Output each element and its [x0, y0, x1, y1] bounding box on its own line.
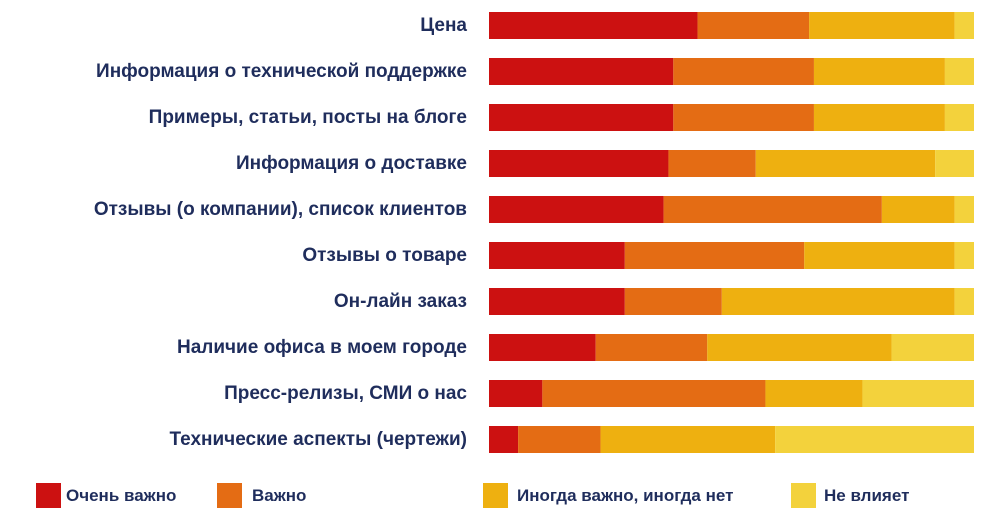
bar-segment-3-row-5	[881, 196, 955, 223]
bar-segment-3-row-8	[707, 334, 892, 361]
bar-segment-4-row-6	[954, 242, 974, 269]
category-label: Цена	[420, 15, 467, 36]
legend: Очень важно Важно Иногда важно, иногда нет…	[36, 483, 909, 508]
legend-swatch-1	[36, 483, 61, 508]
bar-segment-2-row-1	[697, 12, 810, 39]
bar-segment-1-row-8	[489, 334, 596, 361]
category-label: Информация о доставке	[236, 153, 467, 174]
bar-segment-4-row-9	[862, 380, 974, 407]
bar-segment-3-row-6	[804, 242, 955, 269]
legend-label-1: Очень важно	[66, 486, 176, 505]
bar-segment-2-row-2	[673, 58, 814, 85]
bar-segment-3-row-9	[765, 380, 863, 407]
bar-segment-3-row-3	[813, 104, 945, 131]
bar-segment-3-row-10	[600, 426, 776, 453]
category-label: Он-лайн заказ	[334, 291, 467, 312]
category-label: Информация о технической поддержке	[96, 61, 467, 82]
category-label: Отзывы (о компании), список клиентов	[94, 199, 467, 220]
legend-label-2: Важно	[252, 486, 306, 505]
bar-segment-1-row-3	[489, 104, 674, 131]
bar-segment-4-row-2	[944, 58, 974, 85]
legend-label-4: Не влияет	[824, 486, 909, 505]
category-label: Пресс-релизы, СМИ о нас	[224, 383, 467, 404]
bar-segment-2-row-10	[518, 426, 601, 453]
legend-label-3: Иногда важно, иногда нет	[517, 486, 733, 505]
bar-segment-4-row-5	[954, 196, 974, 223]
legend-swatch-4	[791, 483, 816, 508]
category-label: Примеры, статьи, посты на блоге	[149, 107, 467, 128]
bar-segment-2-row-3	[673, 104, 814, 131]
bar-segment-3-row-7	[721, 288, 955, 315]
bar-segment-4-row-7	[954, 288, 974, 315]
bar-segment-3-row-2	[813, 58, 945, 85]
bar-segment-1-row-1	[489, 12, 698, 39]
bar-segment-2-row-6	[624, 242, 805, 269]
bars	[489, 12, 974, 453]
bar-segment-1-row-9	[489, 380, 543, 407]
bar-segment-2-row-9	[542, 380, 766, 407]
bar-segment-4-row-1	[954, 12, 974, 39]
bar-segment-1-row-7	[489, 288, 625, 315]
category-label: Отзывы о товаре	[302, 245, 467, 266]
category-labels: Цена Информация о технической поддержке Пр…	[94, 15, 468, 450]
bar-segment-1-row-10	[489, 426, 519, 453]
legend-swatch-2	[217, 483, 242, 508]
bar-segment-1-row-2	[489, 58, 674, 85]
bar-segment-1-row-5	[489, 196, 664, 223]
category-label: Наличие офиса в моем городе	[177, 337, 467, 358]
bar-segment-4-row-3	[944, 104, 974, 131]
category-label: Технические аспекты (чертежи)	[169, 429, 467, 450]
bar-segment-4-row-4	[935, 150, 974, 177]
bar-segment-2-row-7	[624, 288, 722, 315]
bar-segment-2-row-4	[668, 150, 756, 177]
legend-swatch-3	[483, 483, 508, 508]
bar-segment-3-row-4	[755, 150, 936, 177]
bar-segment-1-row-4	[489, 150, 669, 177]
bar-segment-4-row-10	[775, 426, 974, 453]
bar-segment-4-row-8	[891, 334, 974, 361]
bar-segment-3-row-1	[809, 12, 955, 39]
bar-segment-2-row-8	[595, 334, 708, 361]
bar-segment-2-row-5	[663, 196, 882, 223]
bar-segment-1-row-6	[489, 242, 625, 269]
